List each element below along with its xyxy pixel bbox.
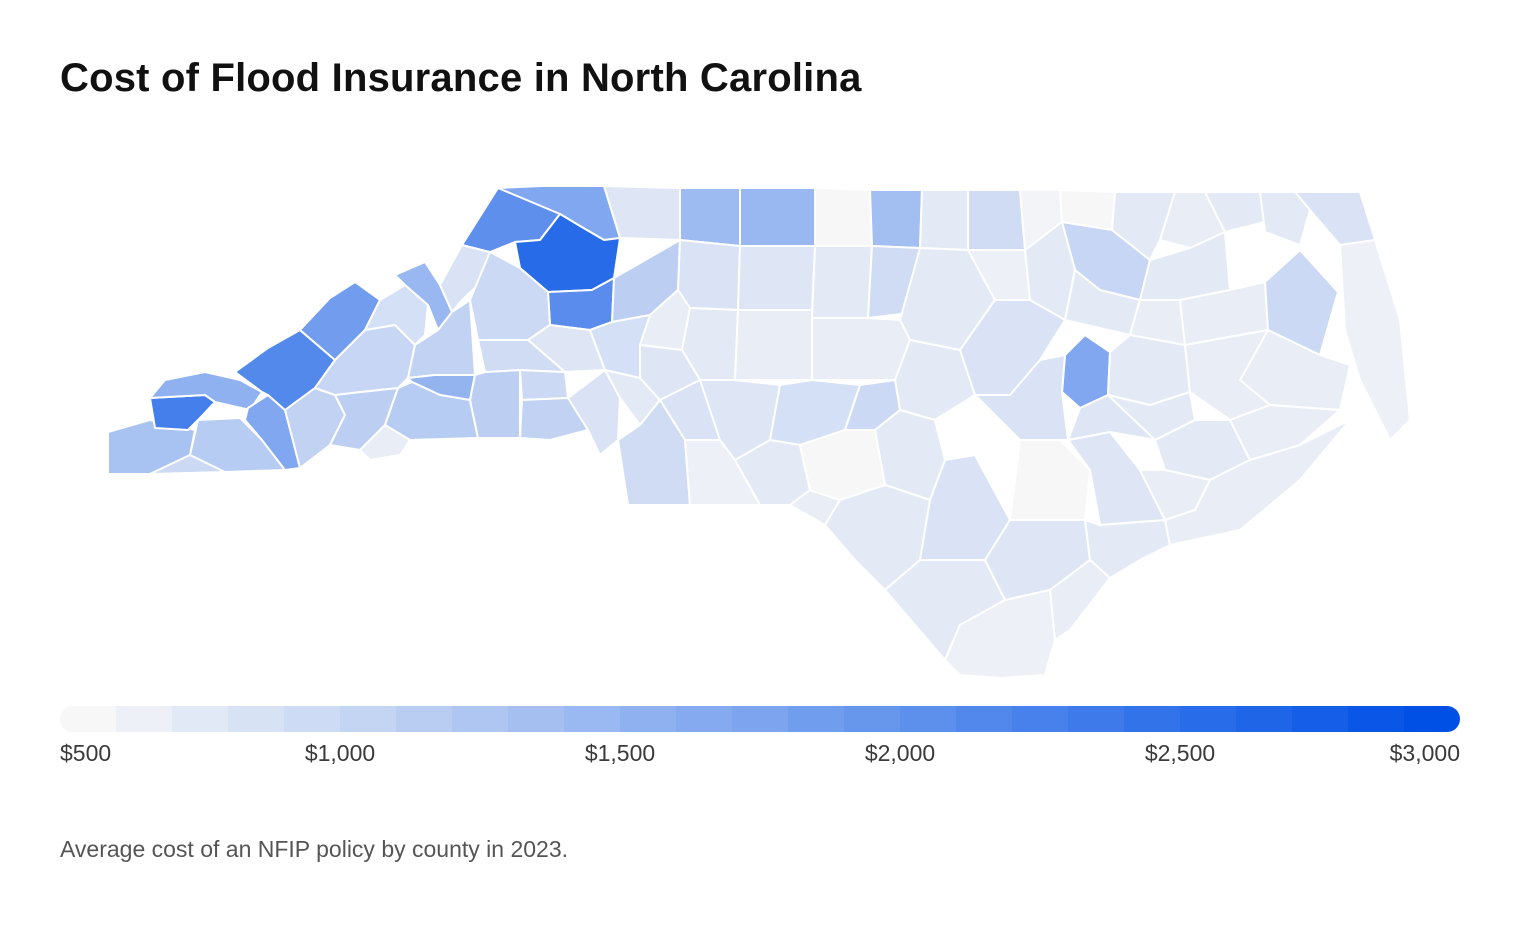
- county-guilford: [677, 239, 741, 311]
- scale-step: [1012, 706, 1068, 732]
- county-gaston: [519, 397, 589, 441]
- scale-step: [564, 706, 620, 732]
- scale-step: [396, 706, 452, 732]
- scale-tick-3: $2,000: [864, 740, 936, 766]
- county-catawba: [477, 339, 566, 373]
- north-carolina-county-map: [107, 185, 1411, 679]
- county-chatham: [811, 317, 911, 381]
- scale-tick-0: $500: [60, 740, 112, 766]
- county-pamlico: [1229, 404, 1341, 461]
- color-scale-bar: [60, 706, 1460, 732]
- scale-step: [116, 706, 172, 732]
- scale-tick-4: $2,500: [1144, 740, 1216, 766]
- county-stokes: [739, 187, 816, 247]
- scale-step: [340, 706, 396, 732]
- scale-step: [900, 706, 956, 732]
- scale-step: [1124, 706, 1180, 732]
- county-rowan: [639, 344, 701, 401]
- county-northampton: [1111, 191, 1176, 261]
- county-wayne: [974, 354, 1069, 441]
- scale-step: [732, 706, 788, 732]
- scale-step: [1068, 706, 1124, 732]
- county-tyrrell: [1264, 249, 1339, 356]
- scale-step: [676, 706, 732, 732]
- scale-tick-2: $1,500: [584, 740, 656, 766]
- county-lincoln: [519, 369, 569, 401]
- county-dare: [1339, 239, 1411, 441]
- scale-step: [1404, 706, 1460, 732]
- scale-step: [60, 706, 116, 732]
- county-orange: [811, 245, 873, 319]
- scale-step: [1348, 706, 1404, 732]
- county-person: [919, 189, 969, 251]
- county-alamance: [737, 245, 816, 311]
- county-surry: [679, 187, 741, 247]
- county-caswell: [869, 189, 923, 249]
- county-new-hanover: [1049, 559, 1111, 641]
- scale-step: [1236, 706, 1292, 732]
- county-alexander: [527, 324, 606, 373]
- county-greene: [1107, 391, 1196, 441]
- county-randolph: [734, 309, 813, 381]
- county-polk: [359, 424, 411, 461]
- scale-step: [956, 706, 1012, 732]
- county-carteret: [1164, 419, 1351, 546]
- scale-step: [844, 706, 900, 732]
- scale-step: [1180, 706, 1236, 732]
- scale-step: [1292, 706, 1348, 732]
- county-layer: [107, 185, 1411, 679]
- scale-step: [452, 706, 508, 732]
- map-title: Cost of Flood Insurance in North Carolin…: [60, 56, 862, 100]
- scale-tick-1: $1,000: [304, 740, 376, 766]
- scale-step: [620, 706, 676, 732]
- scale-tick-5: $3,000: [1389, 740, 1460, 766]
- county-rockingham: [814, 187, 873, 247]
- scale-step: [228, 706, 284, 732]
- scale-step: [284, 706, 340, 732]
- county-pitt: [1107, 334, 1191, 406]
- county-granville: [967, 189, 1026, 251]
- scale-step: [172, 706, 228, 732]
- scale-step: [788, 706, 844, 732]
- scale-step: [508, 706, 564, 732]
- map-caption: Average cost of an NFIP policy by county…: [60, 836, 568, 862]
- county-cleveland: [469, 369, 521, 439]
- county-camden: [1259, 191, 1311, 246]
- color-scale-ticks: $500 $1,000 $1,500 $2,000 $2,500 $3,000: [60, 740, 1460, 770]
